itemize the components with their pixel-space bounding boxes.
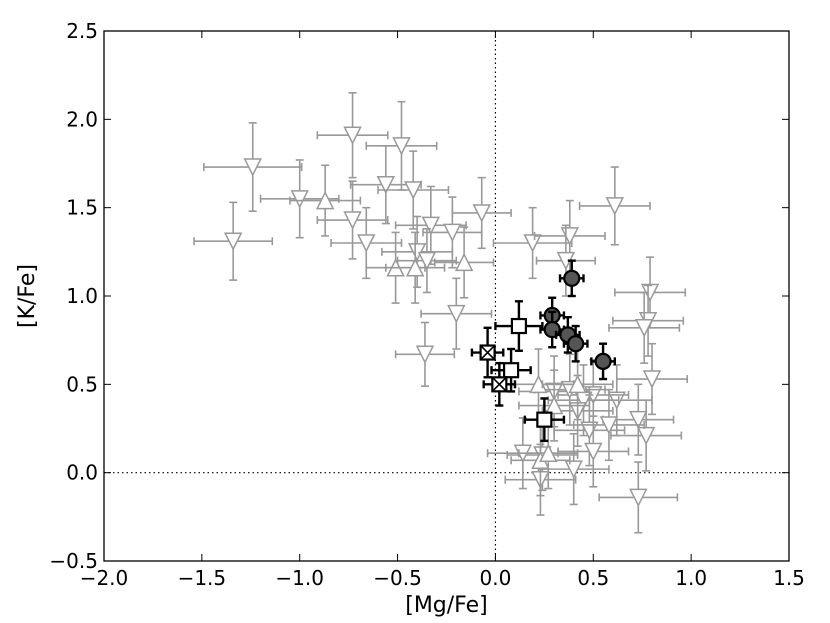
x-tick-label: −0.5 [373,566,422,590]
data-point-triangle-down [608,291,681,364]
x-tick-label: −1.5 [178,566,227,590]
marker [629,488,648,508]
data-points [193,92,689,534]
marker [544,395,564,415]
marker [584,442,603,462]
marker [223,232,243,251]
x-tick-label: 0.5 [577,566,609,590]
data-point-triangle-down [316,92,389,179]
marker [523,234,542,253]
marker [629,410,648,430]
data-point-triangle-down [396,228,458,294]
data-point-triangle-down [420,277,493,350]
marker [443,223,462,243]
data-point-triangle-down [492,206,573,280]
marker-cross [491,376,507,392]
marker [502,362,520,379]
marker [290,190,309,209]
y-tick-label: 2.0 [66,107,98,131]
data-point-circle [558,259,585,298]
marker [568,374,587,394]
y-tick-label: 0.0 [66,461,98,485]
marker [447,304,466,324]
marker [634,319,654,338]
axis-ticks: −2.0 −1.5 −1.0 −0.5 0.0 0.5 1.0 1.5 −0.5 0.0 0.5 1.… [49,19,804,590]
data-point-triangle-down [422,196,483,269]
y-tick-label: 1.0 [66,284,98,308]
marker [539,443,558,462]
reference-lines [104,31,789,561]
marker [315,190,335,210]
data-point-square [490,347,532,393]
data-point-triangle-down [610,399,683,472]
marker [343,126,362,145]
data-point-triangle-down [598,461,679,534]
data-point-circle [562,324,589,363]
marker [599,416,619,435]
y-tick-label: 0.5 [66,372,98,396]
marker [357,234,376,253]
data-point-triangle-down [377,150,450,230]
marker-cross [480,344,496,361]
y-tick-label: 2.5 [66,19,98,43]
data-point-square [523,397,566,443]
data-point-circle [590,342,617,381]
data-point-triangle-down [203,122,303,212]
marker [376,175,396,195]
y-tick-label: 1.5 [66,196,98,220]
marker [421,216,441,236]
data-point-triangle-down [381,215,454,288]
marker [243,158,262,177]
x-tick-label: 0.0 [480,566,512,590]
data-point-triangle-down [578,166,651,246]
data-point-triangle-down [537,432,610,506]
marker [407,243,427,262]
data-point-triangle-up [385,231,446,304]
data-point-triangle-up [518,417,579,490]
x-tick-label: 1.5 [773,566,805,590]
marker [404,181,423,200]
marker [343,211,362,230]
marker [567,335,585,353]
marker [392,137,411,156]
data-point-triangle-down [451,176,512,250]
marker [472,204,491,223]
marker [594,352,612,370]
data-point-triangle-up [541,348,614,421]
marker [417,251,437,271]
data-point-triangle-down [365,100,438,191]
marker [605,197,625,216]
data-point-triangle-down [394,185,467,266]
marker [563,269,581,287]
data-point-triangle-up [518,369,591,442]
data-point-triangle-down [572,388,645,462]
data-point-square-x [470,326,505,379]
data-point-triangle-up [289,164,362,237]
marker [510,317,528,335]
y-axis-label: [K/Fe] [15,264,40,328]
marker [642,370,662,389]
marker [405,258,425,277]
marker [636,426,656,446]
marker [536,411,553,428]
data-point-triangle-down [394,321,456,387]
x-axis-label: [Mg/Fe] [405,593,488,618]
plot-frame [103,30,790,562]
data-point-square [494,300,544,352]
data-point-triangle-down [557,415,630,488]
marker [454,252,474,272]
data-point-triangle-up [433,226,495,299]
x-tick-label: −2.0 [80,566,129,590]
y-tick-label: −0.5 [49,549,98,573]
data-point-triangle-down [193,201,274,281]
marker [564,460,583,479]
data-point-square-x [482,361,517,407]
data-point-triangle-down [330,206,403,280]
marker [415,345,435,364]
x-tick-label: −1.0 [275,566,324,590]
x-tick-label: 1.0 [675,566,707,590]
